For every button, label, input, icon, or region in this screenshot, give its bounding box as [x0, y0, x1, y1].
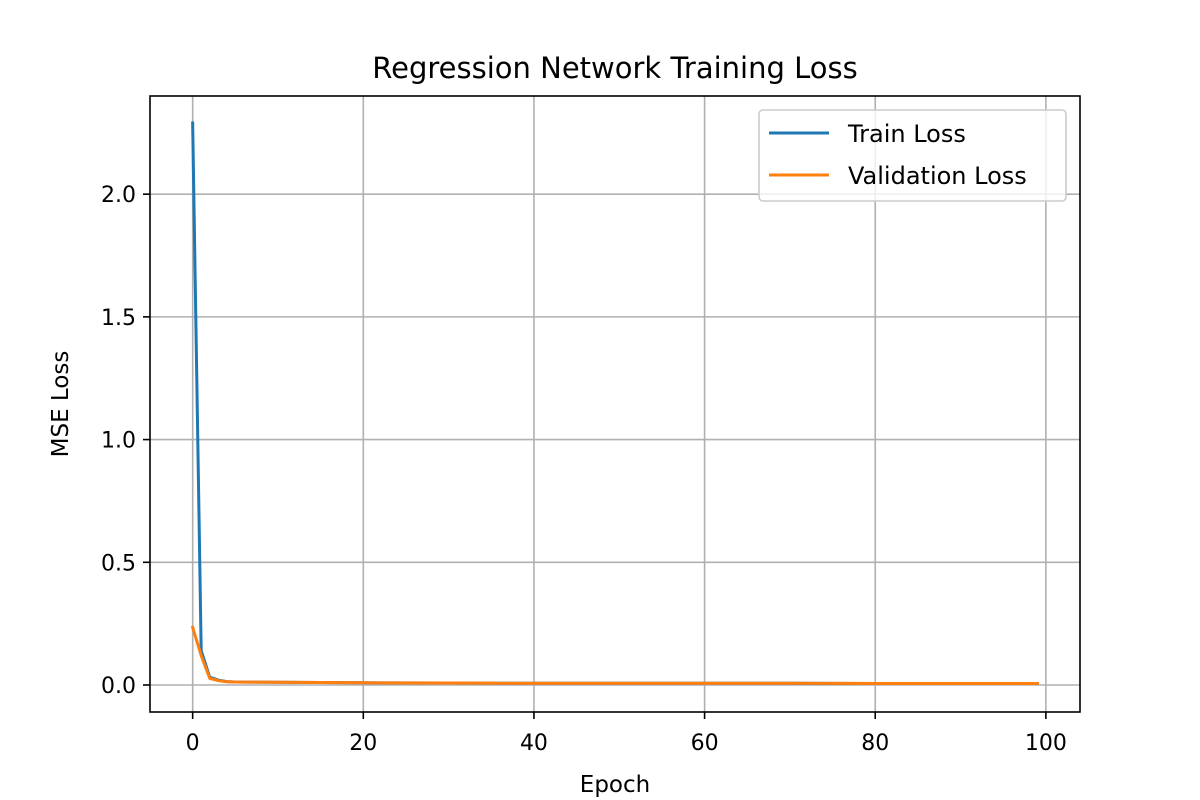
y-tick-label: 0.0	[101, 674, 136, 699]
x-tick-label: 20	[349, 731, 377, 756]
plot-frame	[149, 95, 1081, 713]
legend: Train Loss Validation Loss	[758, 109, 1067, 202]
x-tick-label: 40	[520, 731, 548, 756]
x-tick-label: 80	[861, 731, 889, 756]
series-lines	[190, 121, 1039, 686]
legend-label: Train Loss	[847, 120, 966, 148]
y-tick-label: 0.5	[101, 551, 136, 576]
x-axis-label: Epoch	[580, 772, 650, 798]
y-axis-label: MSE Loss	[48, 351, 74, 458]
x-tick-label: 0	[186, 731, 200, 756]
x-tick-label: 100	[1025, 731, 1067, 756]
axis-ticks: 0 20 40 60 80 100 0.0 0.5 1.0 1.5 2.0	[101, 183, 1067, 756]
y-tick-label: 1.0	[101, 429, 136, 454]
chart-title: Regression Network Training Loss	[372, 51, 857, 85]
y-tick-label: 1.5	[101, 306, 136, 331]
x-tick-label: 60	[691, 731, 719, 756]
legend-box	[758, 109, 1067, 202]
legend-label: Validation Loss	[848, 162, 1027, 190]
y-tick-label: 2.0	[101, 183, 136, 208]
series-line-validation-loss	[190, 625, 1039, 686]
